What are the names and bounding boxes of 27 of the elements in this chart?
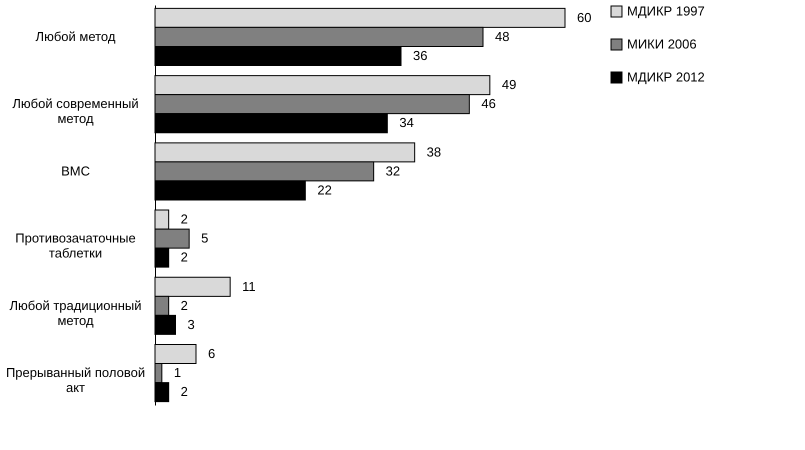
y-tick-label: Любой метод (36, 28, 116, 44)
data-label: 36 (413, 48, 428, 63)
data-label: 1 (174, 365, 182, 380)
data-label: 11 (242, 278, 256, 294)
data-label: 2 (180, 250, 188, 265)
data-label: 34 (399, 115, 414, 130)
data-label: 2 (180, 298, 188, 313)
legend-label: МДИКР 1997 (627, 4, 705, 18)
y-tick-label: ВМС (61, 163, 90, 178)
data-label: 38 (426, 144, 442, 160)
data-label: 2 (180, 384, 188, 400)
data-label: 60 (577, 10, 592, 25)
data-label: 32 (386, 163, 400, 178)
y-tick-label: Любой современный метод (12, 96, 139, 126)
data-label: 49 (502, 77, 516, 92)
legend-label: МИКИ 2006 (627, 36, 697, 52)
data-label: 3 (188, 316, 195, 332)
y-tick-label: Прерыванный половой акт (6, 365, 146, 396)
data-label: 22 (317, 182, 332, 198)
legend-label: МДИКР 2012 (627, 70, 705, 84)
data-label: 2 (180, 212, 188, 227)
data-label: 48 (495, 28, 510, 44)
data-label: 46 (481, 96, 496, 112)
y-tick-label: Противозачаточные таблетки (15, 230, 136, 261)
data-label: 6 (208, 346, 216, 362)
data-label: 5 (201, 230, 208, 246)
y-tick-label: Любой традиционный метод (10, 298, 142, 328)
